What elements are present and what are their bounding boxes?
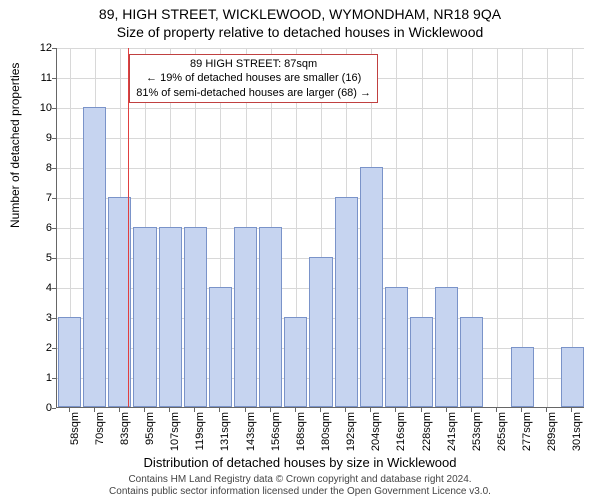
bar (284, 317, 307, 407)
y-tick-mark (52, 258, 56, 259)
y-tick-label: 4 (36, 282, 52, 294)
y-tick-mark (52, 378, 56, 379)
y-tick-mark (52, 168, 56, 169)
annotation-line3: 81% of semi-detached houses are larger (… (136, 86, 371, 100)
credit-line2: Contains public sector information licen… (109, 486, 491, 497)
y-tick-label: 11 (36, 72, 52, 84)
x-tick-label: 143sqm (245, 412, 257, 456)
y-tick-label: 5 (36, 252, 52, 264)
bar (234, 227, 257, 407)
bar (335, 197, 358, 407)
bar (561, 347, 584, 407)
grid-line-v (547, 48, 548, 407)
bar (184, 227, 207, 407)
y-tick-mark (52, 138, 56, 139)
x-tick-label: 70sqm (94, 412, 106, 456)
bar (309, 257, 332, 407)
x-tick-label: 119sqm (194, 412, 206, 456)
chart-title-line2: Size of property relative to detached ho… (0, 24, 600, 40)
bar (360, 167, 383, 407)
bar (385, 287, 408, 407)
x-tick-label: 95sqm (144, 412, 156, 456)
credit-text: Contains HM Land Registry data © Crown c… (0, 474, 600, 498)
x-tick-label: 156sqm (270, 412, 282, 456)
x-tick-label: 192sqm (345, 412, 357, 456)
y-tick-mark (52, 318, 56, 319)
y-tick-label: 6 (36, 222, 52, 234)
y-axis-label: Number of detached properties (8, 63, 22, 228)
y-tick-mark (52, 78, 56, 79)
y-tick-mark (52, 198, 56, 199)
y-tick-mark (52, 48, 56, 49)
x-axis-label: Distribution of detached houses by size … (0, 455, 600, 470)
bar (435, 287, 458, 407)
credit-line1: Contains HM Land Registry data © Crown c… (128, 474, 471, 485)
y-tick-label: 1 (36, 372, 52, 384)
x-tick-label: 277sqm (521, 412, 533, 456)
x-tick-label: 216sqm (395, 412, 407, 456)
y-tick-label: 12 (36, 42, 52, 54)
x-tick-label: 131sqm (219, 412, 231, 456)
bar (209, 287, 232, 407)
plot-area: 89 HIGH STREET: 87sqm← 19% of detached h… (56, 48, 584, 408)
chart-title-line1: 89, HIGH STREET, WICKLEWOOD, WYMONDHAM, … (0, 6, 600, 22)
x-tick-label: 204sqm (370, 412, 382, 456)
x-tick-label: 265sqm (496, 412, 508, 456)
y-tick-label: 9 (36, 132, 52, 144)
bar (259, 227, 282, 407)
bar (133, 227, 156, 407)
bar (511, 347, 534, 407)
chart-container: 89, HIGH STREET, WICKLEWOOD, WYMONDHAM, … (0, 0, 600, 500)
annotation-box: 89 HIGH STREET: 87sqm← 19% of detached h… (129, 54, 378, 103)
x-tick-label: 253sqm (471, 412, 483, 456)
x-tick-label: 228sqm (421, 412, 433, 456)
y-tick-label: 10 (36, 102, 52, 114)
y-tick-mark (52, 348, 56, 349)
y-tick-mark (52, 408, 56, 409)
x-tick-label: 83sqm (119, 412, 131, 456)
x-tick-label: 168sqm (295, 412, 307, 456)
grid-line-v (497, 48, 498, 407)
y-tick-mark (52, 228, 56, 229)
x-tick-label: 241sqm (446, 412, 458, 456)
bar (410, 317, 433, 407)
y-tick-label: 3 (36, 312, 52, 324)
x-tick-label: 58sqm (69, 412, 81, 456)
y-tick-label: 8 (36, 162, 52, 174)
x-tick-label: 289sqm (546, 412, 558, 456)
y-tick-label: 7 (36, 192, 52, 204)
bar (460, 317, 483, 407)
annotation-line2: ← 19% of detached houses are smaller (16… (136, 71, 371, 85)
annotation-line1: 89 HIGH STREET: 87sqm (136, 57, 371, 71)
x-tick-label: 180sqm (320, 412, 332, 456)
bar (58, 317, 81, 407)
bar (83, 107, 106, 407)
y-tick-label: 2 (36, 342, 52, 354)
y-tick-mark (52, 108, 56, 109)
bar (159, 227, 182, 407)
y-tick-mark (52, 288, 56, 289)
x-tick-label: 301sqm (571, 412, 583, 456)
x-tick-label: 107sqm (169, 412, 181, 456)
y-tick-label: 0 (36, 402, 52, 414)
